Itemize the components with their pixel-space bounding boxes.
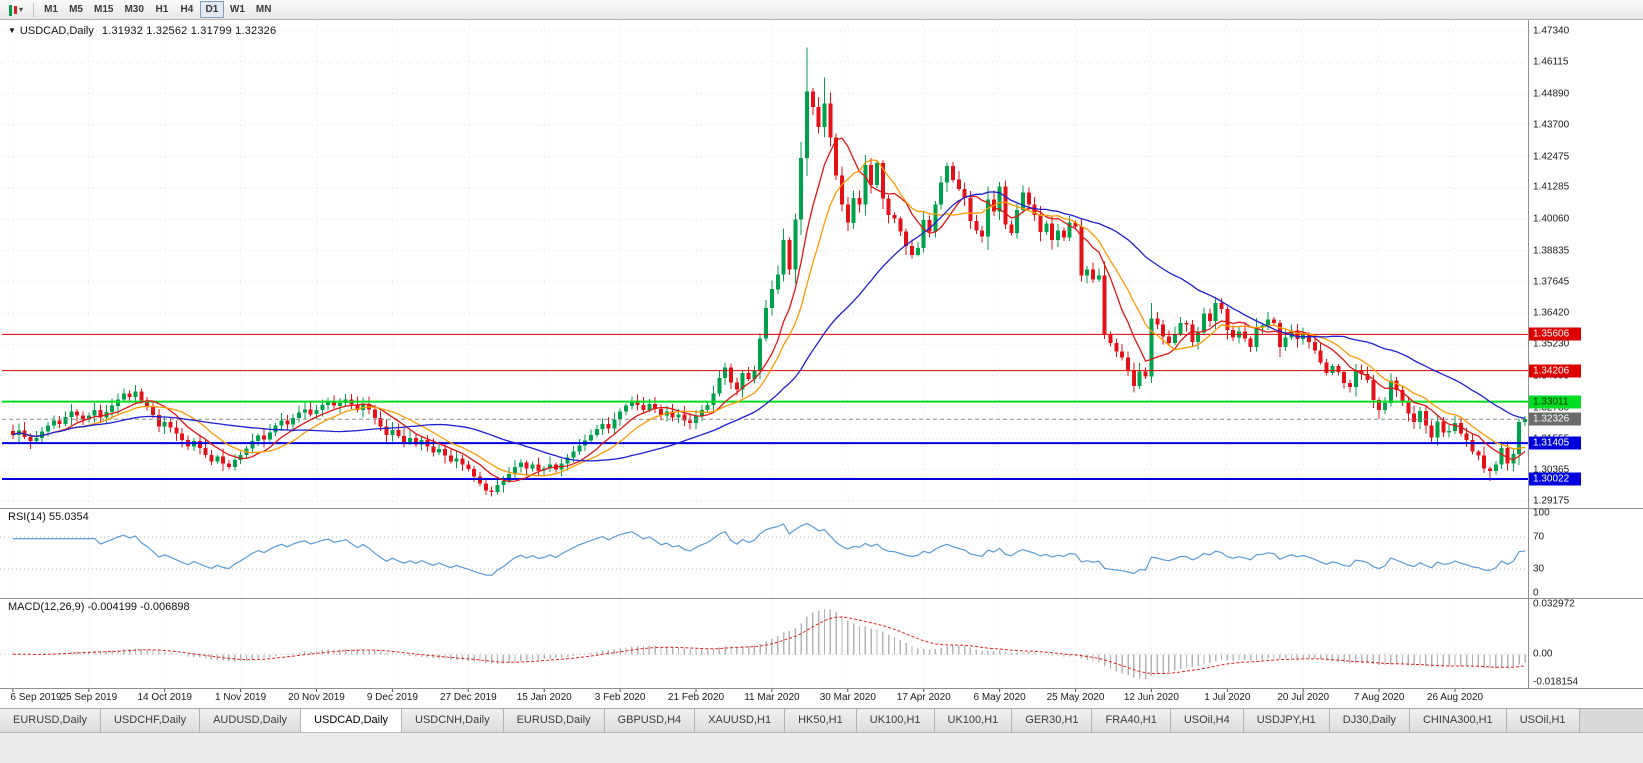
chart-tab-usoil-h1[interactable]: USOil,H1	[1506, 709, 1580, 732]
timeframe-button-m30[interactable]: M30	[119, 1, 148, 18]
chart-type-button[interactable]: ▾	[4, 1, 28, 18]
chart-tab-audusd-daily[interactable]: AUDUSD,Daily	[200, 709, 302, 732]
chart-tab-gbpusd-h4[interactable]: GBPUSD,H4	[604, 709, 696, 732]
timeframe-button-group: M1 M5 M15 M30 H1 H4 D1 W1 MN	[39, 1, 276, 18]
chart-tab-dj30-daily[interactable]: DJ30,Daily	[1329, 709, 1410, 732]
chart-tab-eurusd-daily[interactable]: EURUSD,Daily	[0, 709, 101, 732]
chart-tab-usdcad-daily[interactable]: USDCAD,Daily	[301, 709, 403, 732]
chart-window: ▼ USDCAD,Daily 1.31932 1.32562 1.31799 1.3…	[0, 20, 1643, 708]
chart-tab-eurusd-daily[interactable]: EURUSD,Daily	[503, 709, 605, 732]
chart-tab-ger30-h1[interactable]: GER30,H1	[1012, 709, 1093, 732]
chart-tab-usdchf-daily[interactable]: USDCHF,Daily	[100, 709, 201, 732]
chart-plot-area[interactable]	[0, 20, 1643, 708]
chart-tab-uk100-h1[interactable]: UK100,H1	[934, 709, 1013, 732]
timeframe-button-h1[interactable]: H1	[150, 1, 174, 18]
chart-tab-hk50-h1[interactable]: HK50,H1	[785, 709, 857, 732]
chart-tab-usdcnh-daily[interactable]: USDCNH,Daily	[402, 709, 504, 732]
status-bar	[0, 732, 1643, 763]
timeframe-button-w1[interactable]: W1	[225, 1, 250, 18]
timeframe-button-m5[interactable]: M5	[64, 1, 88, 18]
chevron-down-icon: ▾	[19, 4, 24, 14]
candlestick-chart-icon	[9, 4, 17, 16]
chart-tabs-bar: EURUSD,Daily USDCHF,Daily AUDUSD,Daily USDC…	[0, 708, 1643, 732]
chart-tab-uk100-h1[interactable]: UK100,H1	[856, 709, 935, 732]
chart-tab-xauusd-h1[interactable]: XAUUSD,H1	[695, 709, 786, 732]
timeframe-button-mn[interactable]: MN	[251, 1, 277, 18]
timeframe-button-m15[interactable]: M15	[89, 1, 118, 18]
timeframe-button-m1[interactable]: M1	[39, 1, 63, 18]
timeframe-button-h4[interactable]: H4	[175, 1, 199, 18]
chart-tab-usoil-h4[interactable]: USOil,H4	[1170, 709, 1244, 732]
main-toolbar: ▾ M1 M5 M15 M30 H1 H4 D1 W1 MN	[0, 0, 1643, 20]
timeframe-button-d1[interactable]: D1	[199, 1, 224, 18]
chart-tab-china300-h1[interactable]: CHINA300,H1	[1409, 709, 1507, 732]
toolbar-separator	[33, 2, 35, 17]
chart-tab-fra40-h1[interactable]: FRA40,H1	[1092, 709, 1171, 732]
chart-tab-usdjpy-h1[interactable]: USDJPY,H1	[1243, 709, 1330, 732]
